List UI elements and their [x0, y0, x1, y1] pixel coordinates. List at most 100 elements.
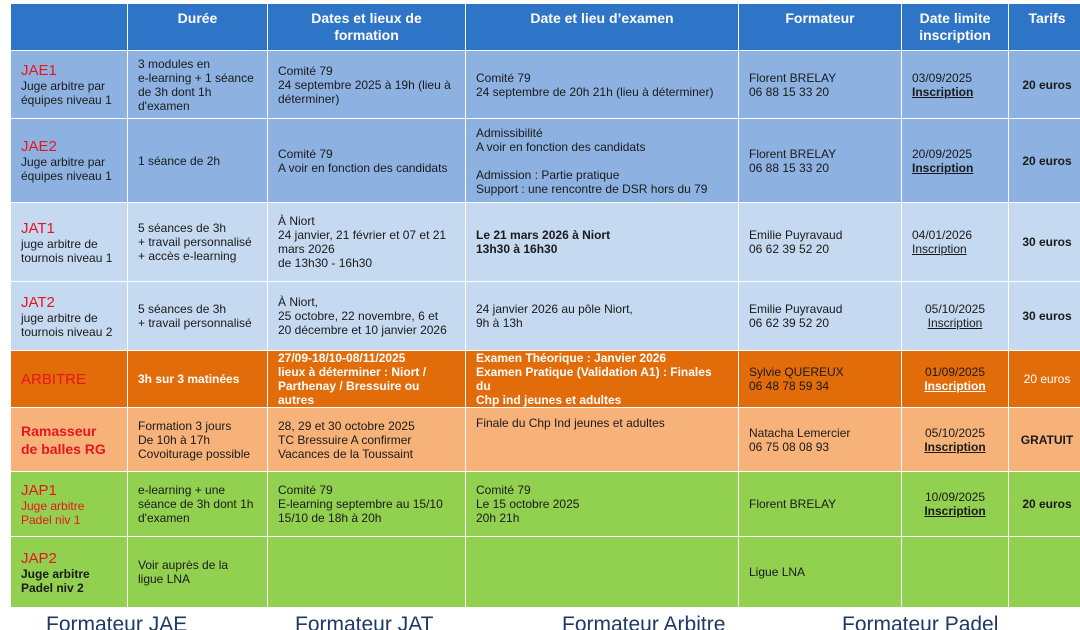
duree-cell: 3 modules en e-learning + 1 séance de 3h…: [127, 50, 268, 119]
date-limite-cell: 01/09/2025 Inscription: [901, 350, 1009, 408]
dates-cell: Comité 79 E-learning septembre au 15/10 …: [267, 471, 466, 537]
dates-cell: À Niort 24 janvier, 21 février et 07 et …: [267, 202, 466, 282]
date-limite: 20/09/2025: [912, 146, 973, 161]
formation-cell: JAP1 Juge arbitre Padel niv 1: [10, 471, 128, 537]
formateur-cell: Florent BRELAY 06 88 15 33 20: [738, 118, 902, 203]
date-limite-cell: 04/01/2026 Inscription: [901, 202, 1009, 282]
inscription-link[interactable]: Inscription: [924, 439, 986, 454]
duree-cell: Voir auprès de la ligue LNA: [127, 536, 268, 608]
examen-cell: Admissibilité A voir en fonction des can…: [465, 118, 739, 203]
formateur-cell: Emilie Puyravaud 06 62 39 52 20: [738, 281, 902, 351]
formation-name: Juge arbitre Padel niv 2: [21, 566, 90, 595]
formation-name: juge arbitre de tournois niveau 2: [21, 310, 113, 339]
formateur-cell: Florent BRELAY: [738, 471, 902, 537]
date-limite-cell: 05/10/2025 Inscription: [901, 407, 1009, 472]
header-examen: Date et lieu d’examen: [465, 3, 739, 51]
duree-cell: 1 séance de 2h: [127, 118, 268, 203]
examen-cell: Comité 79 Le 15 octobre 2025 20h 21h: [465, 471, 739, 537]
date-limite-cell: 03/09/2025 Inscription: [901, 50, 1009, 119]
dates-cell: Comité 79 24 septembre 2025 à 19h (lieu …: [267, 50, 466, 119]
duree-cell: Formation 3 jours De 10h à 17h Covoitura…: [127, 407, 268, 472]
table-row: JAP1 Juge arbitre Padel niv 1 e-learning …: [10, 471, 1080, 537]
inscription-link[interactable]: Inscription: [927, 316, 983, 330]
formateur-cell: Sylvie QUEREUX 06 48 78 59 34: [738, 350, 902, 408]
dates-cell: 28, 29 et 30 octobre 2025 TC Bressuire A…: [267, 407, 466, 472]
dates-cell: À Niort, 25 octobre, 22 novembre, 6 et 2…: [267, 281, 466, 351]
date-limite-cell: 05/10/2025 Inscription: [901, 281, 1009, 351]
dates-cell: 27/09-18/10-08/11/2025 lieux à détermine…: [267, 350, 466, 408]
date-limite: 04/01/2026: [912, 228, 973, 242]
examen-cell: 24 janvier 2026 au pôle Niort, 9h à 13h: [465, 281, 739, 351]
footer-formateur-jat: Formateur JAT: [295, 613, 434, 630]
date-limite-cell: 10/09/2025 Inscription: [901, 471, 1009, 537]
duree-cell: e-learning + une séance de 3h dont 1h d'…: [127, 471, 268, 537]
table-row: JAP2 Juge arbitre Padel niv 2 Voir auprès…: [10, 536, 1080, 608]
formateur-cell: Natacha Lemercier 06 75 08 08 93: [738, 407, 902, 472]
footer-formateur-arbitre: Formateur Arbitre: [562, 613, 726, 630]
formateur-cell: Emilie Puyravaud 06 62 39 52 20: [738, 202, 902, 282]
formation-cell: ARBITRE: [10, 350, 128, 408]
formation-name: Juge arbitre par équipes niveau 1: [21, 79, 112, 107]
tarif-cell: GRATUIT: [1008, 407, 1080, 472]
examen-cell: Le 21 mars 2026 à Niort 13h30 à 16h30: [465, 202, 739, 282]
table-header-row: Durée Dates et lieux de formation Date e…: [10, 3, 1080, 51]
date-limite: 03/09/2025: [912, 70, 973, 85]
formation-code: ARBITRE: [21, 370, 87, 388]
formation-code: JAE2: [21, 138, 57, 155]
formation-code: JAP2: [21, 549, 57, 567]
table-row: JAT1 juge arbitre de tournois niveau 1 5 …: [10, 202, 1080, 282]
duree-cell: 3h sur 3 matinées: [127, 350, 268, 408]
header-tarifs: Tarifs: [1008, 3, 1080, 51]
tarif-cell: [1008, 536, 1080, 608]
inscription-link[interactable]: Inscription: [912, 84, 974, 99]
footer-formateurs: Formateur JAE Formateur JAT Formateur Ar…: [0, 612, 1080, 630]
formateur-cell: Ligue LNA: [738, 536, 902, 608]
date-limite-cell: [901, 536, 1009, 608]
formation-code: JAE1: [21, 62, 57, 79]
header-date-limite: Date limite inscription: [901, 3, 1009, 51]
formation-code: Ramasseur de balles RG: [21, 422, 106, 457]
tarif-cell: 20 euros: [1008, 118, 1080, 203]
formation-cell: JAT2 juge arbitre de tournois niveau 2: [10, 281, 128, 351]
examen-cell: Comité 79 24 septembre de 20h 21h (lieu …: [465, 50, 739, 119]
tarif-cell: 20 euros: [1008, 471, 1080, 537]
examen-cell: Examen Théorique : Janvier 2026 Examen P…: [465, 350, 739, 408]
inscription-link[interactable]: Inscription: [924, 379, 986, 393]
examen-cell: Finale du Chp Ind jeunes et adultes: [465, 407, 739, 472]
dates-cell: [267, 536, 466, 608]
footer-formateur-jae: Formateur JAE: [46, 613, 188, 630]
table-row: JAT2 juge arbitre de tournois niveau 2 5 …: [10, 281, 1080, 351]
formations-table: Durée Dates et lieux de formation Date e…: [10, 3, 1080, 608]
inscription-link[interactable]: Inscription: [912, 160, 974, 175]
duree-cell: 5 séances de 3h + travail personnalisé: [127, 281, 268, 351]
formation-name: juge arbitre de tournois niveau 1: [21, 236, 113, 265]
table-row: Ramasseur de balles RG Formation 3 jours…: [10, 407, 1080, 472]
footer-formateur-padel: Formateur Padel: [842, 613, 999, 630]
tarif-cell: 30 euros: [1008, 281, 1080, 351]
formateur-cell: Florent BRELAY 06 88 15 33 20: [738, 50, 902, 119]
date-limite: 05/10/2025: [924, 302, 986, 316]
inscription-link[interactable]: Inscription: [912, 242, 967, 256]
formation-cell: JAT1 juge arbitre de tournois niveau 1: [10, 202, 128, 282]
date-limite: 10/09/2025: [924, 490, 986, 504]
formation-code: JAT2: [21, 293, 55, 311]
dates-cell: Comité 79 A voir en fonction des candida…: [267, 118, 466, 203]
header-formateur: Formateur: [738, 3, 902, 51]
tarif-cell: 30 euros: [1008, 202, 1080, 282]
date-limite-cell: 20/09/2025 Inscription: [901, 118, 1009, 203]
header-duree: Durée: [127, 3, 268, 51]
table-row: JAE2 Juge arbitre par équipes niveau 1 1 …: [10, 118, 1080, 203]
inscription-link[interactable]: Inscription: [924, 504, 986, 518]
tarif-cell: 20 euros: [1008, 50, 1080, 119]
formation-code: JAT1: [21, 219, 55, 237]
header-dates-formation: Dates et lieux de formation: [267, 3, 466, 51]
formation-cell: JAP2 Juge arbitre Padel niv 2: [10, 536, 128, 608]
formation-cell: JAE2 Juge arbitre par équipes niveau 1: [10, 118, 128, 203]
date-limite: 01/09/2025: [924, 365, 986, 379]
formation-cell: Ramasseur de balles RG: [10, 407, 128, 472]
header-formation: [10, 3, 128, 51]
formation-code: JAP1: [21, 481, 57, 499]
table-row: ARBITRE 3h sur 3 matinées 27/09-18/10-08…: [10, 350, 1080, 408]
formation-name: Juge arbitre Padel niv 1: [21, 498, 85, 527]
duree-cell: 5 séances de 3h + travail personnalisé +…: [127, 202, 268, 282]
